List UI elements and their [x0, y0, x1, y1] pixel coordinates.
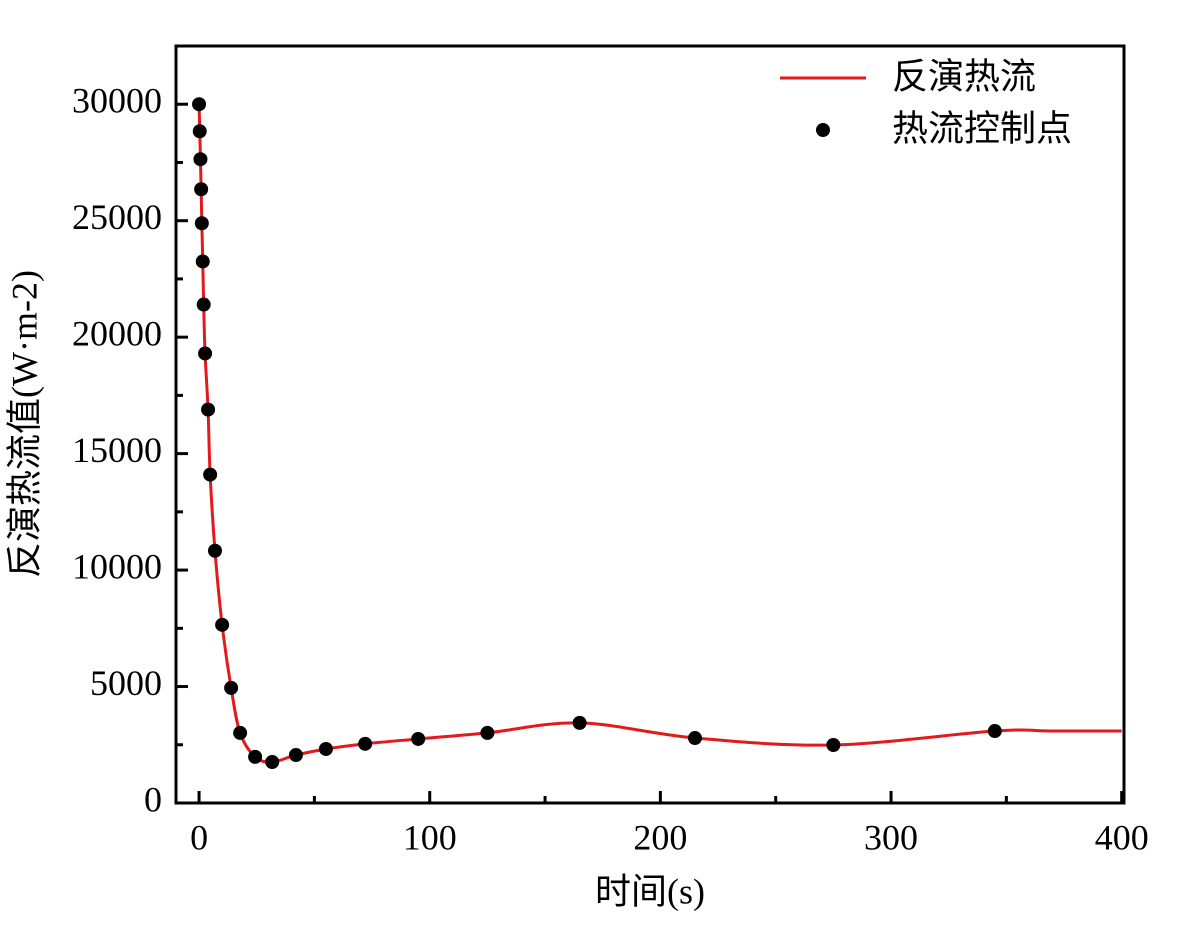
point: [248, 749, 263, 764]
y-tick-label: 5000: [90, 663, 162, 703]
legend-label: 热流控制点: [892, 108, 1072, 148]
point: [203, 467, 218, 482]
point: [358, 736, 373, 751]
point: [195, 254, 210, 269]
x-tick-label: 100: [403, 817, 457, 857]
y-tick-label: 20000: [72, 313, 162, 353]
x-tick-label: 200: [633, 817, 687, 857]
point: [192, 97, 207, 112]
y-axis-label: 反演热流值(W·m-2): [4, 270, 44, 578]
point: [207, 543, 222, 558]
x-tick-label: 300: [864, 817, 918, 857]
point: [224, 680, 239, 695]
x-tick-label: 400: [1095, 817, 1149, 857]
point: [480, 725, 495, 740]
legend-marker: [816, 123, 830, 137]
point: [201, 402, 216, 417]
point: [194, 182, 209, 197]
point: [572, 715, 587, 730]
y-tick-label: 15000: [72, 430, 162, 470]
point: [215, 617, 230, 632]
point: [288, 748, 303, 763]
point: [233, 725, 248, 740]
point: [411, 731, 426, 746]
point: [194, 216, 209, 231]
point: [196, 297, 211, 312]
legend-label: 反演热流: [892, 56, 1036, 96]
y-tick-label: 25000: [72, 197, 162, 237]
point: [198, 346, 213, 361]
plot-frame: [174, 44, 1126, 805]
y-tick-label: 30000: [72, 80, 162, 120]
y-tick-label: 0: [144, 779, 162, 819]
y-tick-label: 10000: [72, 546, 162, 586]
point: [318, 741, 333, 756]
point: [826, 738, 841, 753]
point: [192, 124, 207, 139]
x-tick-label: 0: [190, 817, 208, 857]
point: [987, 724, 1002, 739]
point: [265, 755, 280, 770]
point: [193, 152, 208, 167]
line: [197, 104, 1122, 764]
point: [687, 731, 702, 746]
x-axis-label: 时间(s): [595, 871, 705, 911]
